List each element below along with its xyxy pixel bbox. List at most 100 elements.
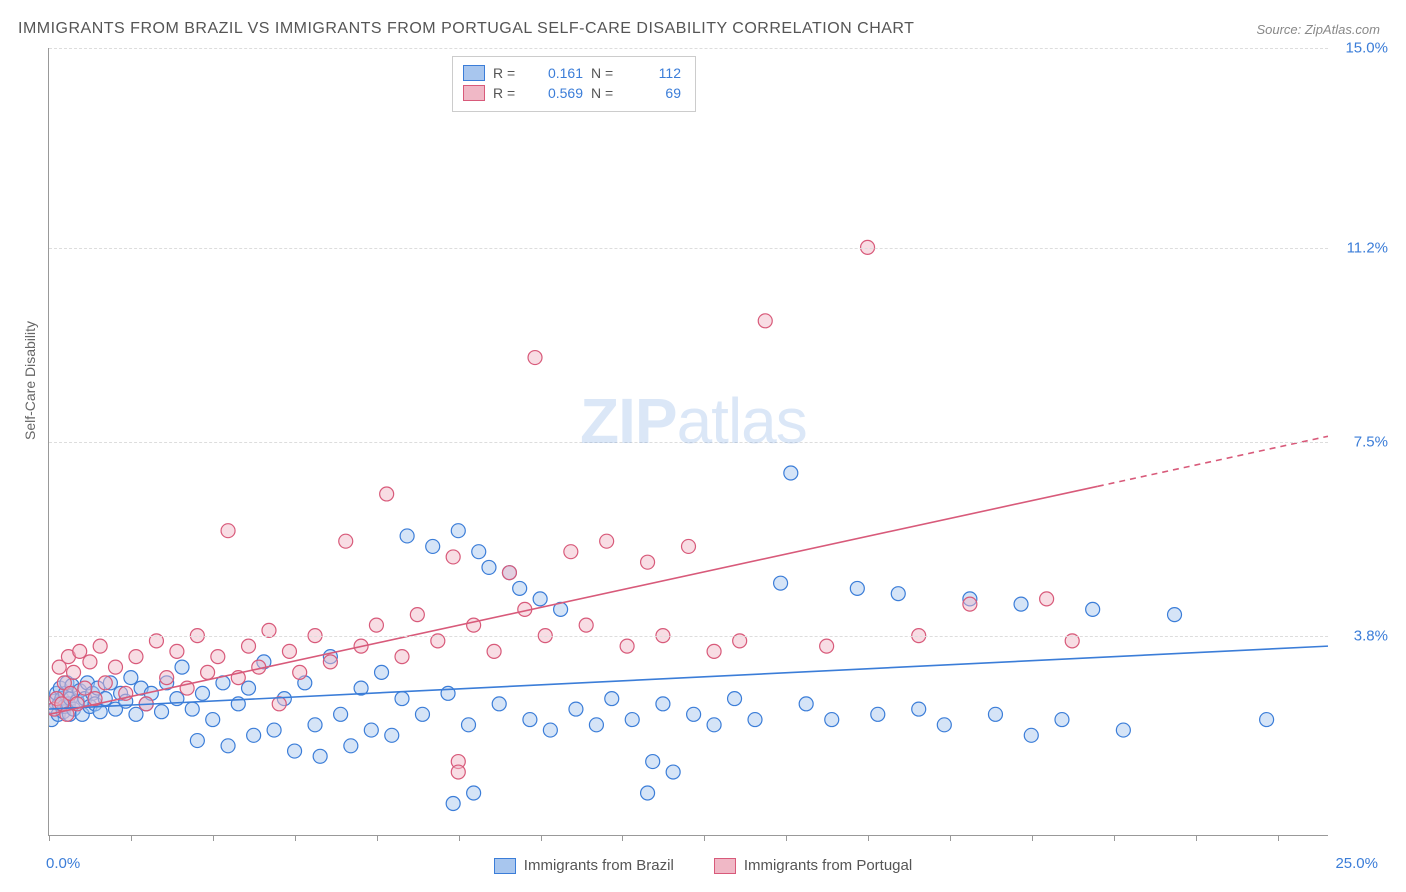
swatch-portugal	[463, 85, 485, 101]
scatter-point-brazil	[426, 539, 440, 553]
scatter-point-brazil	[1055, 713, 1069, 727]
scatter-point-portugal	[820, 639, 834, 653]
x-tick	[1032, 835, 1033, 841]
y-tick-label: 7.5%	[1354, 434, 1388, 451]
stat-n-portugal: 69	[629, 85, 681, 101]
x-tick	[213, 835, 214, 841]
x-tick	[1196, 835, 1197, 841]
scatter-point-portugal	[446, 550, 460, 564]
scatter-point-portugal	[451, 765, 465, 779]
stat-label-r: R =	[493, 65, 523, 81]
stats-legend-box: R = 0.161 N = 112 R = 0.569 N = 69	[452, 56, 696, 112]
scatter-point-brazil	[646, 755, 660, 769]
x-tick	[950, 835, 951, 841]
scatter-point-brazil	[467, 786, 481, 800]
scatter-point-brazil	[482, 560, 496, 574]
scatter-point-brazil	[1260, 713, 1274, 727]
scatter-point-portugal	[502, 566, 516, 580]
scatter-point-portugal	[410, 608, 424, 622]
source-value: ZipAtlas.com	[1305, 22, 1380, 37]
scatter-point-brazil	[533, 592, 547, 606]
scatter-point-portugal	[73, 644, 87, 658]
scatter-point-portugal	[323, 655, 337, 669]
scatter-point-brazil	[385, 728, 399, 742]
scatter-point-brazil	[774, 576, 788, 590]
gridline	[49, 636, 1328, 637]
scatter-point-brazil	[446, 797, 460, 811]
scatter-point-brazil	[415, 707, 429, 721]
scatter-point-brazil	[569, 702, 583, 716]
scatter-point-brazil	[242, 681, 256, 695]
scatter-point-portugal	[564, 545, 578, 559]
scatter-point-brazil	[395, 692, 409, 706]
stats-row-portugal: R = 0.569 N = 69	[463, 83, 681, 103]
scatter-point-brazil	[1086, 602, 1100, 616]
scatter-point-brazil	[185, 702, 199, 716]
scatter-point-portugal	[528, 351, 542, 365]
scatter-point-brazil	[988, 707, 1002, 721]
stat-r-portugal: 0.569	[531, 85, 583, 101]
scatter-point-brazil	[267, 723, 281, 737]
scatter-point-portugal	[682, 539, 696, 553]
x-tick	[704, 835, 705, 841]
scatter-point-portugal	[641, 555, 655, 569]
scatter-point-portugal	[600, 534, 614, 548]
stat-label-n2: N =	[591, 85, 621, 101]
scatter-point-portugal	[1040, 592, 1054, 606]
scatter-point-brazil	[195, 686, 209, 700]
scatter-point-brazil	[656, 697, 670, 711]
scatter-point-brazil	[462, 718, 476, 732]
scatter-point-portugal	[201, 665, 215, 679]
scatter-point-portugal	[242, 639, 256, 653]
scatter-point-portugal	[272, 697, 286, 711]
scatter-point-brazil	[247, 728, 261, 742]
scatter-point-portugal	[109, 660, 123, 674]
scatter-point-brazil	[666, 765, 680, 779]
scatter-point-portugal	[83, 655, 97, 669]
scatter-point-brazil	[1024, 728, 1038, 742]
x-tick	[131, 835, 132, 841]
x-tick	[868, 835, 869, 841]
x-tick	[786, 835, 787, 841]
scatter-point-portugal	[707, 644, 721, 658]
gridline	[49, 442, 1328, 443]
scatter-point-brazil	[334, 707, 348, 721]
source-label: Source:	[1256, 22, 1304, 37]
scatter-point-brazil	[784, 466, 798, 480]
legend-label-portugal: Immigrants from Portugal	[744, 857, 912, 874]
scatter-point-portugal	[395, 650, 409, 664]
scatter-point-portugal	[129, 650, 143, 664]
gridline	[49, 248, 1328, 249]
scatter-point-portugal	[93, 639, 107, 653]
scatter-point-portugal	[963, 597, 977, 611]
scatter-point-brazil	[472, 545, 486, 559]
y-tick-label: 3.8%	[1354, 628, 1388, 645]
scatter-point-portugal	[380, 487, 394, 501]
scatter-point-brazil	[313, 749, 327, 763]
scatter-point-brazil	[891, 587, 905, 601]
scatter-point-brazil	[175, 660, 189, 674]
x-tick	[1278, 835, 1279, 841]
y-tick-label: 11.2%	[1347, 239, 1388, 256]
stat-label-n: N =	[591, 65, 621, 81]
legend-swatch-brazil	[494, 858, 516, 874]
scatter-point-portugal	[98, 676, 112, 690]
scatter-point-brazil	[523, 713, 537, 727]
scatter-point-portugal	[758, 314, 772, 328]
scatter-point-portugal	[262, 623, 276, 637]
x-tick	[622, 835, 623, 841]
scatter-point-brazil	[687, 707, 701, 721]
scatter-point-brazil	[400, 529, 414, 543]
scatter-point-portugal	[211, 650, 225, 664]
scatter-point-brazil	[155, 705, 169, 719]
legend-swatch-portugal	[714, 858, 736, 874]
scatter-point-brazil	[871, 707, 885, 721]
x-tick	[1114, 835, 1115, 841]
scatter-point-brazil	[364, 723, 378, 737]
source-attribution: Source: ZipAtlas.com	[1256, 22, 1380, 37]
scatter-point-brazil	[206, 713, 220, 727]
x-tick	[377, 835, 378, 841]
legend-label-brazil: Immigrants from Brazil	[524, 857, 674, 874]
y-tick-label: 15.0%	[1345, 40, 1388, 57]
scatter-point-brazil	[190, 734, 204, 748]
